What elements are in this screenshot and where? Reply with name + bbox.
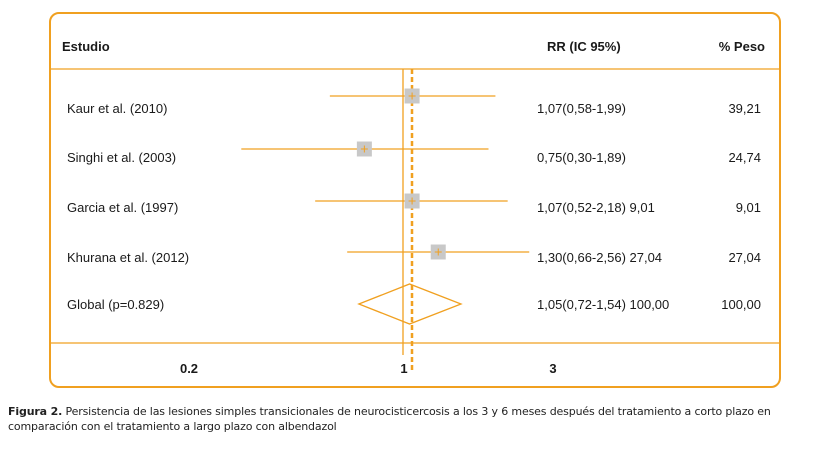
header-rr: RR (IC 95%) (547, 39, 621, 54)
header-weight: % Peso (718, 39, 765, 54)
caption-figure-label: Figura 2. (8, 405, 63, 418)
study-rr: 1,07(0,58-1,99) (537, 101, 626, 116)
header-study: Estudio (62, 39, 110, 54)
study-weight: 27,04 (728, 250, 761, 265)
overall-weight: 100,00 (721, 297, 761, 312)
study-rr: 0,75(0,30-1,89) (537, 150, 626, 165)
forest-plot-frame (49, 12, 781, 388)
overall-label: Global (p=0.829) (67, 297, 165, 312)
overall-diamond (357, 283, 463, 325)
study-weight: 39,21 (728, 101, 761, 116)
study-rr: 1,30(0,66-2,56) 27,04 (537, 250, 663, 265)
study-rr: 1,07(0,52-2,18) 9,01 (537, 200, 655, 215)
x-tick-label: 3 (549, 361, 557, 376)
overall-rr: 1,05(0,72-1,54) 100,00 (537, 297, 670, 312)
study-label: Khurana et al. (2012) (67, 250, 190, 265)
x-tick-label: 0.2 (179, 361, 199, 376)
study-weight: 24,74 (728, 150, 761, 165)
x-tick-label: 1 (400, 361, 408, 376)
figure-caption: Figura 2. Persistencia de las lesiones s… (8, 404, 820, 434)
study-label: Kaur et al. (2010) (67, 101, 168, 116)
caption-text: Persistencia de las lesiones simples tra… (8, 405, 771, 433)
study-weight: 9,01 (735, 200, 761, 215)
study-label: Garcia et al. (1997) (67, 200, 179, 215)
study-label: Singhi et al. (2003) (67, 150, 177, 165)
